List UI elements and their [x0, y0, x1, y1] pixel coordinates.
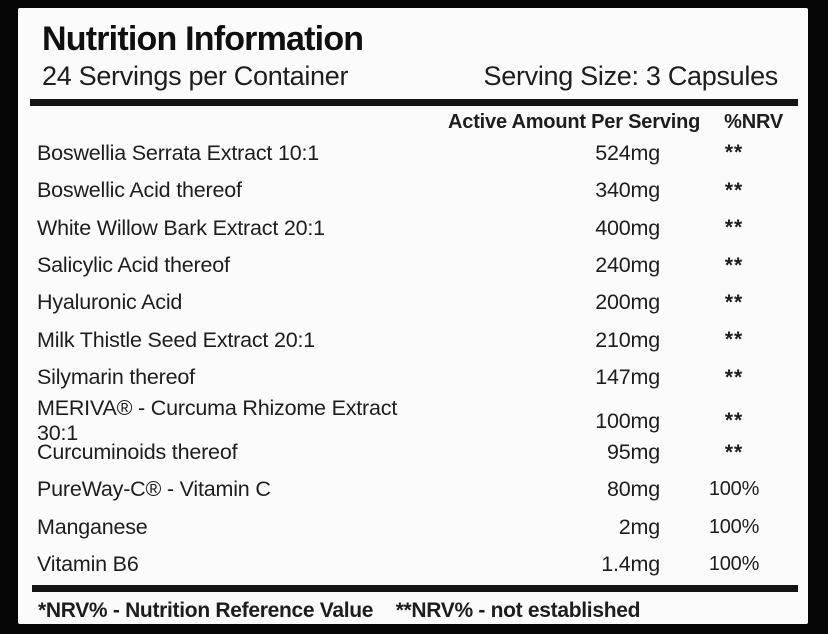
ingredient-amount: 100mg [595, 408, 660, 433]
ingredient-name: PureWay-C® - Vitamin C [37, 477, 271, 502]
ingredient-nrv: ** [724, 253, 744, 277]
table-row: Curcuminoids thereof 95mg ** [18, 434, 808, 471]
ingredient-amount: 2mg [618, 514, 660, 539]
table-row: PureWay-C® - Vitamin C 80mg 100% [18, 471, 808, 508]
ingredient-nrv: ** [724, 290, 744, 314]
serving-size: Serving Size: 3 Capsules [483, 60, 779, 91]
table-row: Milk Thistle Seed Extract 20:1 210mg ** [18, 322, 808, 359]
ingredient-nrv: 100% [708, 478, 760, 501]
table-row: Hyaluronic Acid 200mg ** [18, 284, 808, 321]
nutrition-panel: Nutrition Information 24 Servings per Co… [18, 8, 808, 624]
ingredient-name: White Willow Bark Extract 20:1 [37, 215, 325, 240]
ingredient-nrv: ** [724, 440, 744, 464]
ingredient-rows: Boswellia Serrata Extract 10:1 524mg ** … [18, 135, 808, 584]
ingredient-nrv: ** [724, 216, 744, 240]
ingredient-name: MERIVA® - Curcuma Rhizome Extract 30:1 [37, 396, 398, 446]
ingredient-name: Curcuminoids thereof [37, 440, 238, 465]
servings-per-container: 24 Servings per Container [42, 60, 349, 91]
footnotes: *NRV% - Nutrition Reference Value **NRV%… [18, 592, 808, 623]
table-row: Silymarin thereof 147mg ** [18, 359, 808, 396]
table-row: Salicylic Acid thereof 240mg ** [18, 247, 808, 284]
ingredient-name: Vitamin B6 [37, 552, 139, 577]
header-divider [30, 98, 798, 106]
column-header-nrv: %NRV [724, 110, 783, 133]
serving-info-row: 24 Servings per Container Serving Size: … [42, 61, 778, 92]
ingredient-amount: 340mg [595, 178, 660, 203]
table-row: Boswellia Serrata Extract 10:1 524mg ** [18, 135, 808, 172]
ingredient-nrv: 100% [708, 515, 760, 538]
table-column-headers: Active Amount Per Serving %NRV [18, 106, 808, 134]
ingredient-name: Silymarin thereof [37, 365, 195, 390]
page-title: Nutrition Information [42, 20, 364, 58]
table-row: White Willow Bark Extract 20:1 400mg ** [18, 210, 808, 247]
ingredient-nrv: ** [724, 178, 744, 202]
ingredient-amount: 210mg [595, 327, 660, 352]
ingredient-name: Hyaluronic Acid [37, 290, 183, 315]
ingredient-amount: 524mg [595, 140, 660, 165]
ingredient-amount: 200mg [595, 290, 660, 315]
column-header-amount: Active Amount Per Serving [448, 110, 701, 133]
ingredient-name: Milk Thistle Seed Extract 20:1 [37, 327, 316, 352]
table-row: Vitamin B6 1.4mg 100% [18, 546, 808, 583]
footer-divider [32, 585, 798, 593]
footnote-nrv-not-established: **NRV% - not established [395, 599, 641, 623]
ingredient-amount: 147mg [595, 365, 660, 390]
ingredient-amount: 95mg [607, 440, 660, 465]
ingredient-nrv: ** [724, 409, 744, 433]
ingredient-name: Boswellia Serrata Extract 10:1 [37, 140, 319, 165]
ingredient-nrv: ** [724, 365, 744, 389]
ingredient-nrv: ** [724, 141, 744, 165]
table-row: MERIVA® - Curcuma Rhizome Extract 30:1 1… [18, 396, 808, 445]
footnote-nrv-defined: *NRV% - Nutrition Reference Value [38, 599, 374, 623]
panel-header: Nutrition Information 24 Servings per Co… [18, 8, 808, 92]
table-row: Manganese 2mg 100% [18, 509, 808, 546]
ingredient-nrv: ** [724, 328, 744, 352]
ingredient-amount: 400mg [595, 215, 660, 240]
ingredient-amount: 1.4mg [601, 552, 660, 577]
ingredient-name: Boswellic Acid thereof [37, 178, 242, 203]
ingredient-amount: 240mg [595, 253, 660, 278]
ingredient-nrv: 100% [708, 553, 760, 576]
ingredient-name: Manganese [37, 514, 148, 539]
table-row: Boswellic Acid thereof 340mg ** [18, 172, 808, 209]
ingredient-name: Salicylic Acid thereof [37, 253, 230, 278]
ingredient-amount: 80mg [607, 477, 660, 502]
